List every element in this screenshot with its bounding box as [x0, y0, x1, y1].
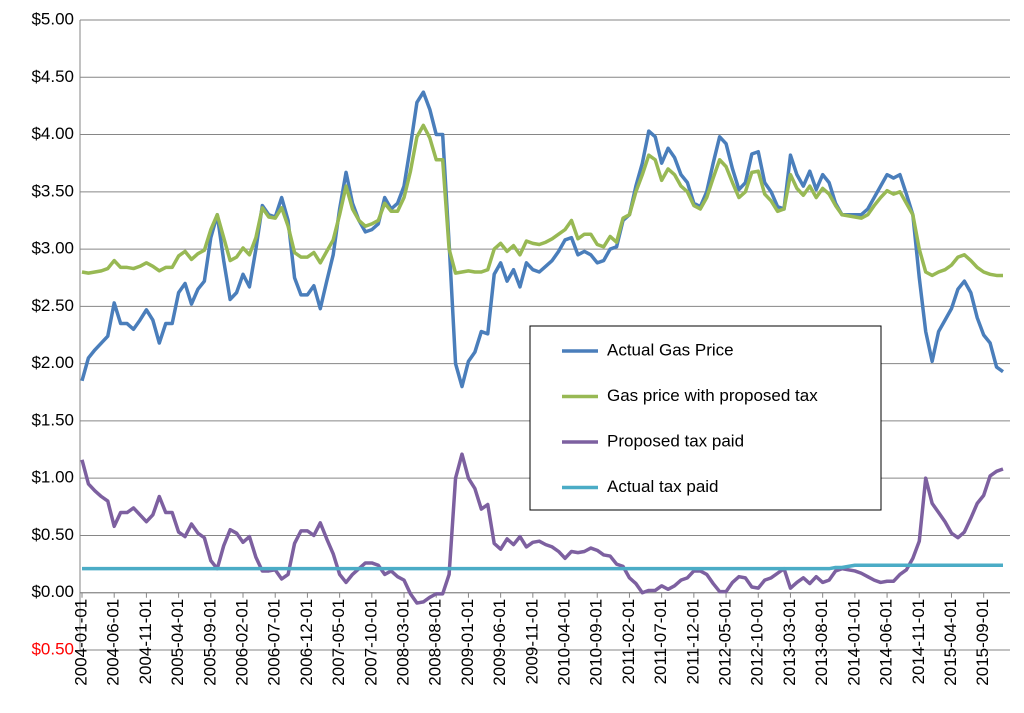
y-tick-label: $0.00: [31, 582, 74, 601]
x-tick-label: 2010-09-01: [587, 599, 606, 686]
y-tick-label: $3.50: [31, 181, 74, 200]
x-tick-label: 2013-08-01: [812, 599, 831, 686]
x-tick-label: 2014-06-01: [877, 599, 896, 686]
x-tick-label: 2011-12-01: [683, 599, 702, 685]
y-tick-label: $2.00: [31, 353, 74, 372]
x-tick-label: 2007-05-01: [329, 599, 348, 686]
x-tick-label: 2006-12-01: [297, 599, 316, 686]
x-tick-label: 2007-10-01: [361, 599, 380, 686]
legend-label: Proposed tax paid: [607, 431, 744, 450]
x-tick-label: 2004-01-01: [71, 599, 90, 686]
legend-label: Actual Gas Price: [607, 340, 734, 359]
y-tick-label: $4.00: [31, 124, 74, 143]
x-tick-label: 2004-11-01: [136, 599, 155, 685]
x-tick-label: 2011-02-01: [619, 599, 638, 685]
x-tick-label: 2015-04-01: [941, 599, 960, 686]
x-tick-label: 2006-02-01: [232, 599, 251, 686]
y-tick-label: $4.50: [31, 67, 74, 86]
y-tick-label: $1.00: [31, 468, 74, 487]
series-line: [82, 563, 1003, 571]
series-line: [81, 123, 1003, 278]
x-tick-label: 2012-10-01: [748, 599, 767, 686]
x-tick-label: 2008-08-01: [426, 599, 445, 686]
x-tick-label: 2013-03-01: [780, 599, 799, 686]
x-tick-label: 2005-04-01: [168, 599, 187, 686]
x-tick-label: 2006-07-01: [265, 599, 284, 686]
y-tick-label: $5.00: [31, 9, 74, 28]
x-tick-label: 2010-04-01: [555, 599, 574, 686]
x-tick-label: 2005-09-01: [200, 599, 219, 686]
y-tick-label: $2.50: [31, 296, 74, 315]
y-tick-label: $1.50: [31, 410, 74, 429]
x-tick-label: 2014-01-01: [844, 599, 863, 686]
y-tick-label: $3.00: [31, 239, 74, 258]
x-tick-label: 2015-09-01: [973, 599, 992, 686]
series-line: [80, 452, 1004, 605]
x-tick-label: 2008-03-01: [394, 599, 413, 686]
x-tick-label: 2011-07-01: [651, 599, 670, 685]
x-tick-label: 2004-06-01: [104, 599, 123, 686]
x-tick-label: 2009-06-01: [490, 599, 509, 686]
legend-label: Gas price with proposed tax: [607, 386, 818, 405]
y-tick-label: $0.50: [31, 639, 74, 658]
x-tick-label: 2014-11-01: [909, 599, 928, 685]
x-tick-label: 2012-05-01: [716, 599, 735, 686]
legend-box: [529, 325, 882, 511]
x-tick-label: 2009-11-01: [522, 599, 541, 685]
y-tick-label: $0.50: [31, 525, 74, 544]
legend-label: Actual tax paid: [607, 477, 719, 496]
x-tick-label: 2009-01-01: [458, 599, 477, 686]
